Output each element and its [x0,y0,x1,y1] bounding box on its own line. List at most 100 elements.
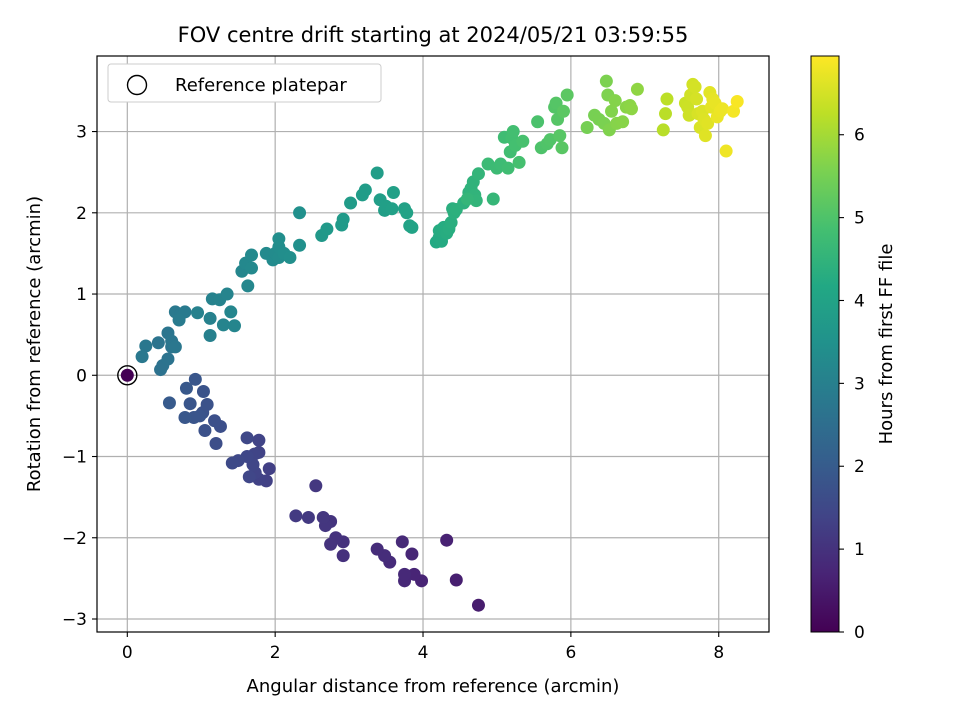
data-point [293,206,307,220]
data-point [245,261,259,275]
colorbar-tick-label: 4 [854,291,865,311]
legend: Reference platepar [107,63,382,103]
colorbar-gradient [810,55,840,633]
data-point [216,318,230,332]
y-axis-label: Rotation from reference (arcmin) [24,196,45,492]
data-point [386,185,400,199]
data-point [183,397,197,411]
data-point [316,510,330,524]
data-point [701,116,715,130]
data-point [440,533,454,547]
data-point [252,433,266,447]
data-point [471,167,485,181]
plot-frame [96,55,770,633]
data-point [516,134,530,148]
data-point [309,479,323,493]
x-tick-label: 4 [418,643,429,663]
data-point [209,437,223,451]
data-point [370,166,384,180]
data-point [656,123,670,137]
data-point [203,311,217,325]
colorbar-tick-label: 0 [854,623,865,643]
data-point [162,396,176,410]
data-point [228,319,242,333]
data-point [405,220,419,234]
data-point [698,129,712,143]
data-point [660,92,674,106]
data-point [198,424,212,438]
data-point [555,141,569,155]
data-point [608,94,622,108]
data-point [727,104,741,118]
data-point [224,305,238,319]
data-point [556,104,570,118]
data-point [262,462,276,476]
data-point [139,339,153,353]
data-point [560,88,574,102]
data-point [324,537,338,551]
reference-marker [117,365,138,386]
data-point [120,368,134,382]
x-tick-label: 8 [713,643,724,663]
x-tick-label: 2 [270,643,281,663]
legend-box [107,63,382,103]
data-point [245,248,259,262]
data-point [179,381,193,395]
data-point [599,74,613,88]
x-tick-label: 6 [565,643,576,663]
grid-lines [97,56,769,632]
data-point [385,202,399,216]
data-point [203,328,217,342]
data-point [616,115,630,129]
data-point [553,129,567,143]
data-point [395,535,409,549]
data-point [405,547,419,561]
colorbar-tick-label: 2 [854,457,865,477]
data-point [460,192,474,206]
data-point [242,470,256,484]
data-point [580,120,594,134]
data-point [512,155,526,169]
data-point [471,598,485,612]
colorbar-tick-label: 5 [854,209,865,229]
data-point [208,414,222,428]
data-point [730,94,744,108]
y-tick-label: 1 [76,285,87,305]
data-point [336,549,350,563]
y-axis-ticks: −3 −2 −1 0 1 2 3 [62,123,97,630]
data-point [151,336,165,350]
data-point [240,431,254,445]
data-point [344,196,358,210]
y-tick-label: 2 [76,204,87,224]
data-point [293,238,307,252]
data-point [191,306,205,320]
data-point [407,567,421,581]
data-point [449,573,463,587]
data-point [688,80,702,94]
data-point [501,161,515,175]
data-point [289,509,303,523]
data-point [444,216,458,230]
data-points [117,74,744,612]
colorbar-tick-label: 1 [854,540,865,560]
data-point [400,206,414,220]
colorbar-ticks: 0 1 2 3 4 5 6 [839,126,865,643]
data-point [336,212,350,226]
data-point [178,411,192,425]
data-point [168,340,182,354]
y-tick-label: −2 [62,529,87,549]
y-tick-label: 0 [76,366,87,386]
data-point [370,542,384,556]
data-point [624,102,638,116]
colorbar-label: Hours from first FF file [876,244,897,445]
data-point [659,107,673,121]
data-point [358,183,372,197]
data-point [225,456,239,470]
colorbar-tick-label: 6 [854,126,865,146]
data-point [630,82,644,96]
colorbar: 0 1 2 3 4 5 6 Hours from first FF file [810,55,897,643]
x-axis-label: Angular distance from reference (arcmin) [247,676,620,697]
data-point [531,115,545,129]
data-point [188,372,202,386]
